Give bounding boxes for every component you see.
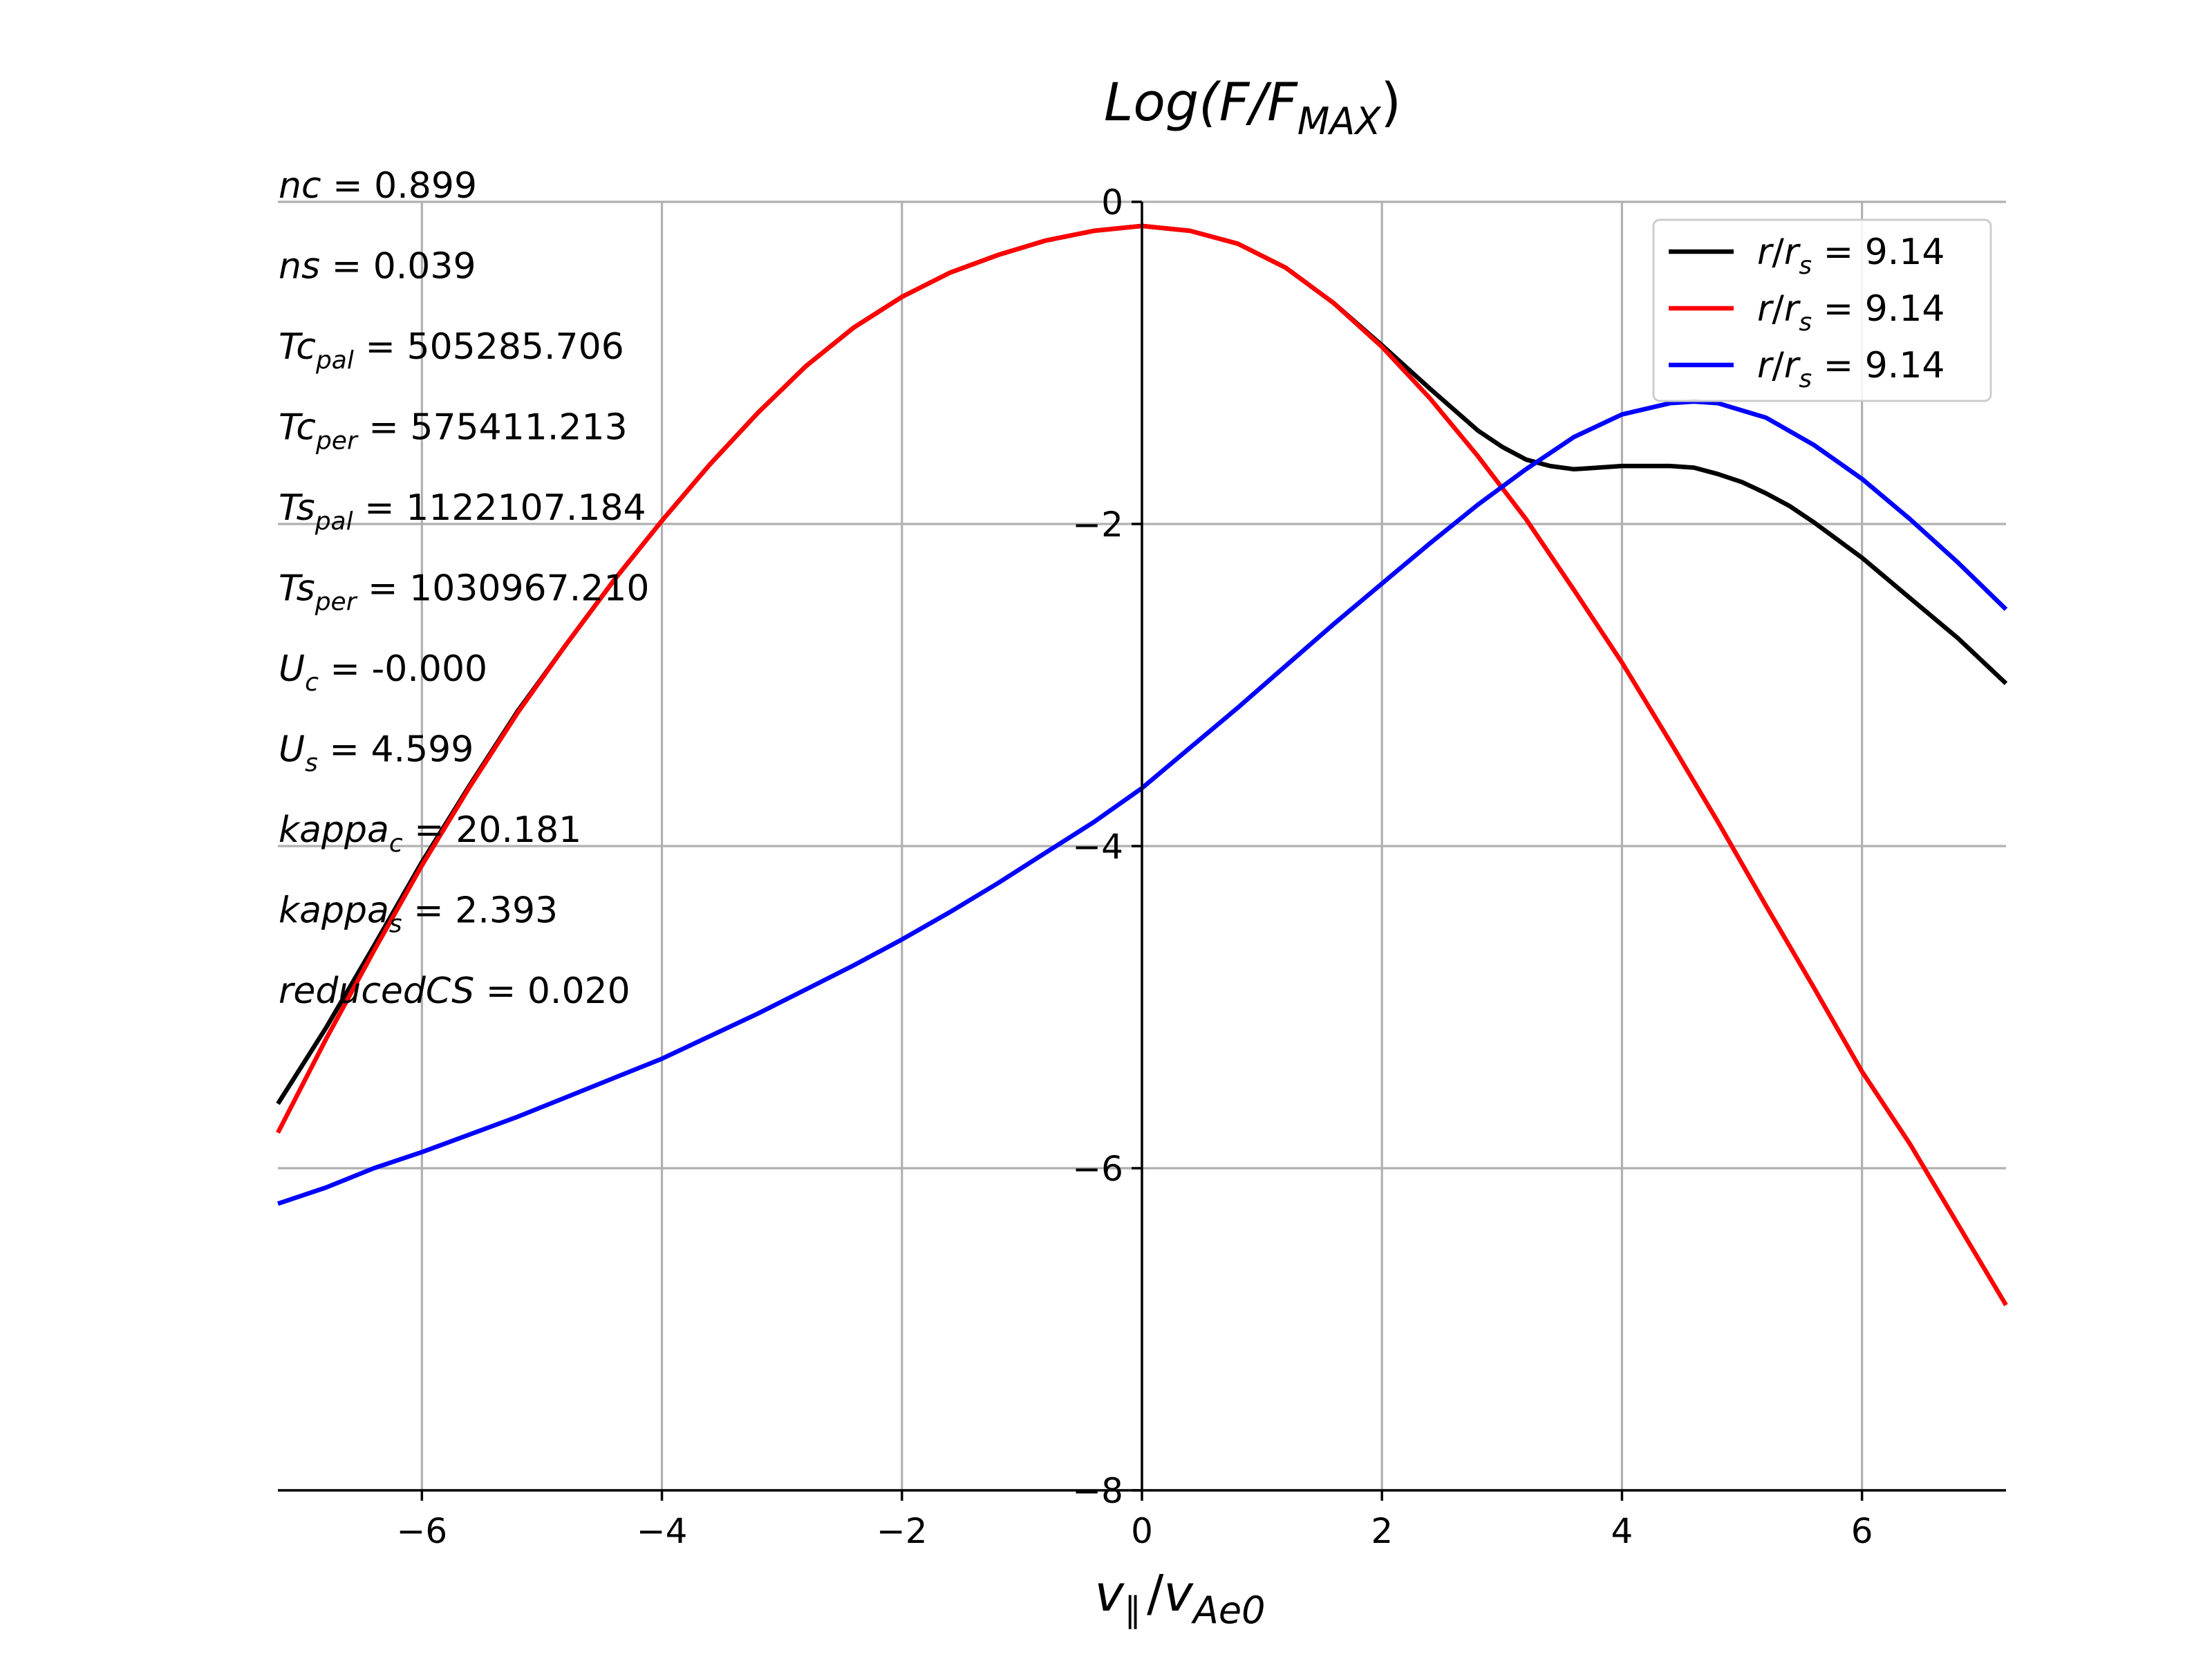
- annotation-line: reducedCS = 0.020: [279, 971, 630, 1012]
- y-tick-label: −6: [1072, 1149, 1123, 1189]
- x-tick-label: −6: [396, 1511, 447, 1551]
- y-tick-label: 0: [1101, 182, 1123, 223]
- legend: r/rs = 9.14 r/rs = 9.14 r/rs = 9.14: [1652, 218, 1992, 402]
- series-line-3: [276, 399, 2008, 1206]
- y-tick-label: −8: [1072, 1471, 1123, 1511]
- legend-box: [1652, 218, 1992, 402]
- annotation-line: kappac = 20.181: [279, 809, 581, 858]
- x-axis-label: v∥/vAe0: [1094, 1564, 1265, 1632]
- x-tick-label: 2: [1371, 1511, 1393, 1551]
- legend-label: r/rs = 9.14: [1757, 288, 1945, 337]
- annotation-line: ns = 0.039: [279, 246, 476, 288]
- x-tick-label: −2: [877, 1511, 928, 1551]
- y-tick-label: −2: [1072, 505, 1123, 545]
- annotation-line: Tsper = 1030967.210: [279, 568, 650, 617]
- annotation-line: Tcpal = 505285.706: [279, 326, 624, 375]
- y-tick-label: −4: [1072, 827, 1123, 867]
- annotation-line: Tspal = 1122107.184: [279, 487, 646, 536]
- annotation-line: Us = 4.599: [279, 729, 474, 778]
- chart-title: Log(F/FMAX): [1104, 71, 1401, 143]
- annotation-line: nc = 0.899: [279, 165, 477, 207]
- annotation-block: nc = 0.899 ns = 0.039 Tcpal = 505285.706 Tc…: [279, 165, 650, 1012]
- annotation-line: Tcper = 575411.213: [279, 407, 628, 456]
- legend-label: r/rs = 9.14: [1757, 345, 1945, 393]
- x-tick-label: 4: [1611, 1511, 1633, 1551]
- annotation-line: kappas = 2.393: [279, 890, 558, 939]
- annotation-line: Uc = -0.000: [279, 648, 487, 697]
- x-tick-label: 6: [1851, 1511, 1873, 1551]
- x-tick-label: 0: [1131, 1511, 1153, 1551]
- axes: −6 −4 −2 0 2 4 6 0 −2 −4 −6 −8: [278, 182, 2006, 1551]
- x-tick-label: −4: [637, 1511, 688, 1551]
- legend-label: r/rs = 9.14: [1757, 232, 1945, 280]
